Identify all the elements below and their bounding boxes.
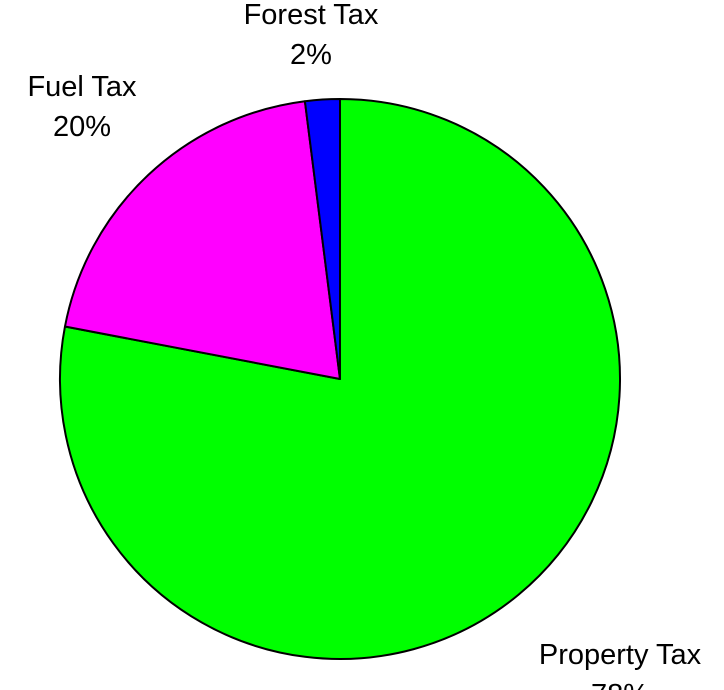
slice-percent-forest-tax: 2% bbox=[290, 39, 332, 71]
pie-labels: Property Tax 78% Fuel Tax 20% Forest Tax 2% bbox=[27, 0, 701, 690]
slice-label-fuel-tax: Fuel Tax bbox=[27, 71, 137, 103]
slice-label-forest-tax: Forest Tax bbox=[244, 0, 379, 31]
pie-slices bbox=[59, 98, 621, 660]
pie-slice-fuel-tax bbox=[63, 100, 341, 380]
slice-label-property-tax: Property Tax bbox=[539, 639, 702, 671]
slice-percent-property-tax: 78% bbox=[591, 679, 649, 690]
pie-slice-forest-tax bbox=[303, 98, 341, 380]
slice-percent-fuel-tax: 20% bbox=[53, 111, 111, 143]
pie-slice-property-tax bbox=[59, 98, 621, 660]
